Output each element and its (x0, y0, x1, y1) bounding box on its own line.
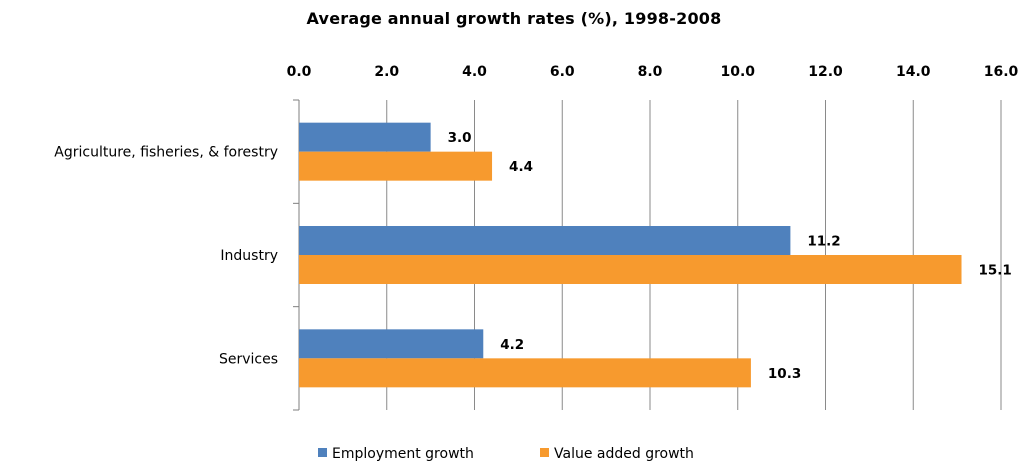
legend-label-value-added: Value added growth (554, 446, 694, 462)
x-tick-label: 6.0 (550, 64, 575, 80)
chart-title: Average annual growth rates (%), 1998-20… (307, 9, 722, 28)
x-tick-label: 14.0 (896, 64, 931, 80)
legend-swatch-employment (318, 448, 327, 457)
data-label: 10.3 (768, 366, 801, 382)
legend-label-employment: Employment growth (332, 446, 474, 462)
data-label: 3.0 (448, 130, 472, 146)
x-tick-label: 4.0 (462, 64, 487, 80)
employment-growth-bar (299, 329, 484, 359)
legend-swatch-value-added (540, 448, 549, 457)
data-label: 4.4 (509, 159, 533, 175)
bars (299, 122, 962, 388)
value-added-growth-bar (299, 358, 751, 388)
value-added-growth-bar (299, 151, 493, 181)
value-added-growth-bar (299, 255, 962, 284)
legend: Employment growth Value added growth (318, 446, 694, 462)
category-label: Agriculture, fisheries, & forestry (54, 145, 278, 161)
category-label: Industry (220, 248, 278, 264)
x-tick-label: 2.0 (374, 64, 399, 80)
data-label: 4.2 (500, 337, 524, 353)
x-tick-label: 10.0 (720, 64, 755, 80)
employment-growth-bar (299, 226, 791, 255)
data-labels: 3.0 4.4 11.2 15.1 4.2 10.3 (448, 130, 1012, 382)
x-tick-label: 8.0 (638, 64, 663, 80)
employment-growth-bar (299, 122, 431, 152)
data-label: 15.1 (979, 263, 1012, 279)
category-label: Services (219, 351, 278, 367)
x-tick-label: 0.0 (287, 64, 312, 80)
data-label: 11.2 (807, 234, 840, 250)
axes: 0.0 2.0 4.0 6.0 8.0 10.0 12.0 14.0 16.0 Agricultu… (54, 64, 1019, 411)
x-tick-label: 16.0 (984, 64, 1019, 80)
x-tick-label: 12.0 (808, 64, 843, 80)
